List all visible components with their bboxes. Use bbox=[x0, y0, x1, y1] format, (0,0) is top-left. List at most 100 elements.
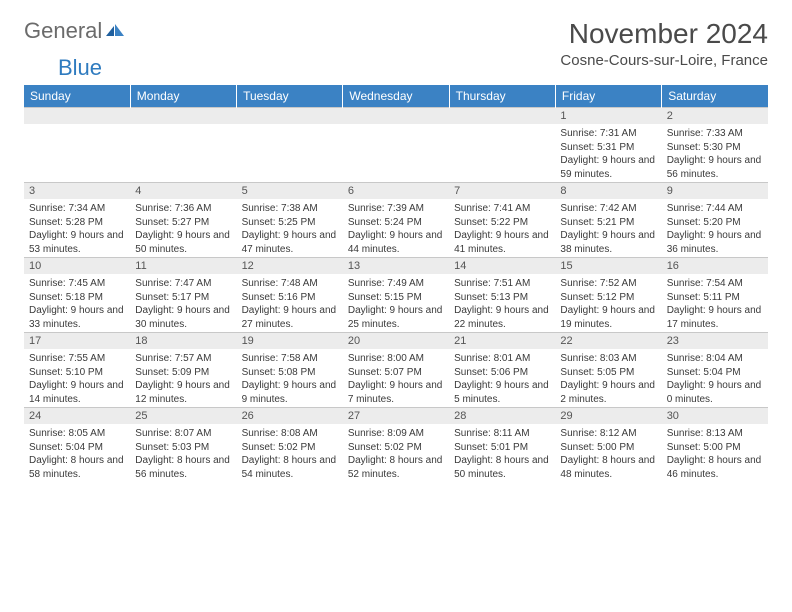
sunrise-text: Sunrise: 7:31 AM bbox=[560, 127, 656, 141]
sunrise-text: Sunrise: 8:01 AM bbox=[454, 352, 550, 366]
logo: General bbox=[24, 18, 126, 44]
sunrise-text: Sunrise: 7:55 AM bbox=[29, 352, 125, 366]
calendar-cell: 12Sunrise: 7:48 AMSunset: 5:16 PMDayligh… bbox=[237, 258, 343, 333]
sunset-text: Sunset: 5:02 PM bbox=[348, 441, 444, 455]
sunrise-text: Sunrise: 7:39 AM bbox=[348, 202, 444, 216]
day-number: 6 bbox=[343, 183, 449, 199]
daylight-text: Daylight: 9 hours and 59 minutes. bbox=[560, 154, 656, 181]
daylight-text: Daylight: 9 hours and 12 minutes. bbox=[135, 379, 231, 406]
day-content: Sunrise: 8:00 AMSunset: 5:07 PMDaylight:… bbox=[343, 349, 449, 407]
sunrise-text: Sunrise: 7:44 AM bbox=[667, 202, 763, 216]
sunset-text: Sunset: 5:28 PM bbox=[29, 216, 125, 230]
sunset-text: Sunset: 5:07 PM bbox=[348, 366, 444, 380]
sunrise-text: Sunrise: 8:05 AM bbox=[29, 427, 125, 441]
calendar-cell: 8 Sunrise: 7:42 AMSunset: 5:21 PMDaylight… bbox=[555, 183, 661, 258]
sunrise-text: Sunrise: 7:38 AM bbox=[242, 202, 338, 216]
calendar-cell: 28Sunrise: 8:11 AMSunset: 5:01 PMDayligh… bbox=[449, 408, 555, 483]
day-content bbox=[237, 124, 343, 182]
calendar-cell: 3Sunrise: 7:34 AMSunset: 5:28 PMDaylight… bbox=[24, 183, 130, 258]
day-content: Sunrise: 8:01 AMSunset: 5:06 PMDaylight:… bbox=[449, 349, 555, 407]
sunset-text: Sunset: 5:05 PM bbox=[560, 366, 656, 380]
daylight-text: Daylight: 9 hours and 19 minutes. bbox=[560, 304, 656, 331]
sunset-text: Sunset: 5:00 PM bbox=[560, 441, 656, 455]
logo-text-general: General bbox=[24, 18, 102, 44]
day-content: Sunrise: 8:03 AMSunset: 5:05 PMDaylight:… bbox=[555, 349, 661, 407]
calendar-cell: 15Sunrise: 7:52 AMSunset: 5:12 PMDayligh… bbox=[555, 258, 661, 333]
sunset-text: Sunset: 5:16 PM bbox=[242, 291, 338, 305]
daylight-text: Daylight: 9 hours and 2 minutes. bbox=[560, 379, 656, 406]
sunrise-text: Sunrise: 8:11 AM bbox=[454, 427, 550, 441]
day-content bbox=[343, 124, 449, 182]
day-content: Sunrise: 7:55 AMSunset: 5:10 PMDaylight:… bbox=[24, 349, 130, 407]
day-number: 2 bbox=[662, 108, 768, 124]
sunset-text: Sunset: 5:17 PM bbox=[135, 291, 231, 305]
daylight-text: Daylight: 9 hours and 33 minutes. bbox=[29, 304, 125, 331]
day-content: Sunrise: 8:07 AMSunset: 5:03 PMDaylight:… bbox=[130, 424, 236, 482]
sunset-text: Sunset: 5:15 PM bbox=[348, 291, 444, 305]
day-number: 8 bbox=[555, 183, 661, 199]
calendar-week-row: 1Sunrise: 7:31 AMSunset: 5:31 PMDaylight… bbox=[24, 108, 768, 183]
day-content: Sunrise: 7:49 AMSunset: 5:15 PMDaylight:… bbox=[343, 274, 449, 332]
daylight-text: Daylight: 9 hours and 38 minutes. bbox=[560, 229, 656, 256]
day-number: 9 bbox=[662, 183, 768, 199]
calendar-head: SundayMondayTuesdayWednesdayThursdayFrid… bbox=[24, 85, 768, 108]
day-number: 24 bbox=[24, 408, 130, 424]
daylight-text: Daylight: 8 hours and 54 minutes. bbox=[242, 454, 338, 481]
day-content: Sunrise: 7:51 AMSunset: 5:13 PMDaylight:… bbox=[449, 274, 555, 332]
day-number: 13 bbox=[343, 258, 449, 274]
day-number: 10 bbox=[24, 258, 130, 274]
sunrise-text: Sunrise: 7:42 AM bbox=[560, 202, 656, 216]
sunrise-text: Sunrise: 7:52 AM bbox=[560, 277, 656, 291]
day-number bbox=[449, 108, 555, 124]
calendar-body: 1Sunrise: 7:31 AMSunset: 5:31 PMDaylight… bbox=[24, 108, 768, 483]
daylight-text: Daylight: 9 hours and 25 minutes. bbox=[348, 304, 444, 331]
day-content: Sunrise: 7:36 AMSunset: 5:27 PMDaylight:… bbox=[130, 199, 236, 257]
sunset-text: Sunset: 5:25 PM bbox=[242, 216, 338, 230]
day-content: Sunrise: 8:09 AMSunset: 5:02 PMDaylight:… bbox=[343, 424, 449, 482]
sunset-text: Sunset: 5:21 PM bbox=[560, 216, 656, 230]
calendar-cell bbox=[130, 108, 236, 183]
calendar-week-row: 10Sunrise: 7:45 AMSunset: 5:18 PMDayligh… bbox=[24, 258, 768, 333]
sunrise-text: Sunrise: 7:58 AM bbox=[242, 352, 338, 366]
weekday-header: Saturday bbox=[662, 85, 768, 108]
calendar-cell: 5Sunrise: 7:38 AMSunset: 5:25 PMDaylight… bbox=[237, 183, 343, 258]
calendar-cell: 20Sunrise: 8:00 AMSunset: 5:07 PMDayligh… bbox=[343, 333, 449, 408]
daylight-text: Daylight: 9 hours and 5 minutes. bbox=[454, 379, 550, 406]
weekday-header: Friday bbox=[555, 85, 661, 108]
daylight-text: Daylight: 8 hours and 52 minutes. bbox=[348, 454, 444, 481]
day-number bbox=[343, 108, 449, 124]
day-number: 11 bbox=[130, 258, 236, 274]
calendar-page: General November 2024 Cosne-Cours-sur-Lo… bbox=[0, 0, 792, 500]
sunset-text: Sunset: 5:06 PM bbox=[454, 366, 550, 380]
sunrise-text: Sunrise: 8:13 AM bbox=[667, 427, 763, 441]
daylight-text: Daylight: 9 hours and 56 minutes. bbox=[667, 154, 763, 181]
daylight-text: Daylight: 9 hours and 7 minutes. bbox=[348, 379, 444, 406]
calendar-cell: 24Sunrise: 8:05 AMSunset: 5:04 PMDayligh… bbox=[24, 408, 130, 483]
calendar-cell: 27Sunrise: 8:09 AMSunset: 5:02 PMDayligh… bbox=[343, 408, 449, 483]
sunset-text: Sunset: 5:13 PM bbox=[454, 291, 550, 305]
calendar-cell: 18Sunrise: 7:57 AMSunset: 5:09 PMDayligh… bbox=[130, 333, 236, 408]
day-content: Sunrise: 7:57 AMSunset: 5:09 PMDaylight:… bbox=[130, 349, 236, 407]
daylight-text: Daylight: 9 hours and 36 minutes. bbox=[667, 229, 763, 256]
day-content: Sunrise: 7:48 AMSunset: 5:16 PMDaylight:… bbox=[237, 274, 343, 332]
daylight-text: Daylight: 9 hours and 41 minutes. bbox=[454, 229, 550, 256]
calendar-week-row: 24Sunrise: 8:05 AMSunset: 5:04 PMDayligh… bbox=[24, 408, 768, 483]
sunrise-text: Sunrise: 7:36 AM bbox=[135, 202, 231, 216]
day-number: 4 bbox=[130, 183, 236, 199]
day-content: Sunrise: 8:11 AMSunset: 5:01 PMDaylight:… bbox=[449, 424, 555, 482]
sunrise-text: Sunrise: 7:34 AM bbox=[29, 202, 125, 216]
sunset-text: Sunset: 5:20 PM bbox=[667, 216, 763, 230]
sunset-text: Sunset: 5:02 PM bbox=[242, 441, 338, 455]
sunrise-text: Sunrise: 8:00 AM bbox=[348, 352, 444, 366]
day-number: 22 bbox=[555, 333, 661, 349]
calendar-cell: 26Sunrise: 8:08 AMSunset: 5:02 PMDayligh… bbox=[237, 408, 343, 483]
daylight-text: Daylight: 9 hours and 17 minutes. bbox=[667, 304, 763, 331]
day-content: Sunrise: 7:45 AMSunset: 5:18 PMDaylight:… bbox=[24, 274, 130, 332]
sunrise-text: Sunrise: 7:48 AM bbox=[242, 277, 338, 291]
day-number: 26 bbox=[237, 408, 343, 424]
day-number: 1 bbox=[555, 108, 661, 124]
weekday-header: Wednesday bbox=[343, 85, 449, 108]
calendar-cell: 4Sunrise: 7:36 AMSunset: 5:27 PMDaylight… bbox=[130, 183, 236, 258]
calendar-cell: 19Sunrise: 7:58 AMSunset: 5:08 PMDayligh… bbox=[237, 333, 343, 408]
day-number: 19 bbox=[237, 333, 343, 349]
